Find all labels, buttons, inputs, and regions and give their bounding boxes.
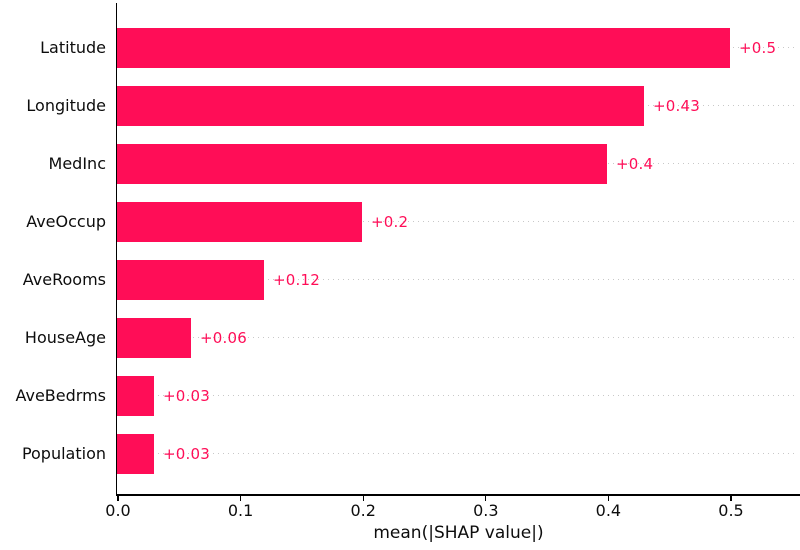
bar-row: +0.43 (117, 77, 800, 135)
y-tick-label: Population (21, 444, 106, 463)
bar (117, 259, 264, 300)
bar (117, 27, 730, 68)
bar-row: +0.2 (117, 193, 800, 251)
bar-value-label: +0.03 (163, 386, 210, 405)
bar (117, 85, 644, 126)
x-tick-label: 0.1 (227, 501, 254, 520)
bar (117, 317, 191, 358)
bar-value-label: +0.43 (653, 96, 700, 115)
x-tick-mark (607, 496, 610, 501)
x-tick-label: 0.0 (105, 501, 131, 520)
gridline (118, 278, 798, 280)
bar-value-label: +0.5 (739, 38, 777, 57)
bar-row: +0.06 (117, 309, 800, 367)
bar-row: +0.4 (117, 135, 800, 193)
gridline (118, 336, 798, 338)
y-axis-spine (115, 3, 118, 495)
gridline (118, 220, 798, 222)
bar-row: +0.12 (117, 251, 800, 309)
bar-value-label: +0.4 (616, 154, 654, 173)
bar-row: +0.03 (117, 367, 800, 425)
bar-value-label: +0.06 (200, 328, 247, 347)
bar (117, 201, 362, 242)
bar-value-label: +0.2 (371, 212, 409, 231)
x-tick-label: 0.2 (350, 501, 376, 520)
x-axis-title: mean(|SHAP value|) (373, 523, 544, 543)
bar (117, 375, 154, 416)
y-tick-label: AveBedrms (15, 386, 106, 405)
bar (117, 143, 607, 184)
bar-row: +0.03 (117, 425, 800, 483)
x-axis-spine (115, 494, 800, 496)
y-tick-label: MedInc (48, 154, 106, 173)
y-tick-label: AveRooms (22, 270, 106, 289)
x-tick-mark (117, 496, 119, 501)
bar (117, 433, 154, 474)
x-tick-label: 0.4 (595, 501, 622, 520)
y-tick-label: HouseAge (24, 328, 106, 347)
x-tick-mark (362, 496, 364, 501)
bar-row: +0.5 (117, 19, 800, 77)
y-tick-label: Latitude (40, 38, 106, 57)
bar-value-label: +0.12 (273, 270, 320, 289)
x-tick-mark (730, 496, 732, 501)
gridline (118, 452, 798, 454)
y-tick-label: AveOccup (26, 212, 106, 231)
bar-value-label: +0.03 (163, 444, 210, 463)
x-tick-mark (239, 496, 242, 501)
y-tick-label: Longitude (26, 96, 106, 115)
x-tick-mark (485, 496, 487, 501)
x-tick-label: 0.3 (473, 501, 499, 520)
x-tick-label: 0.5 (718, 501, 744, 520)
gridline (118, 394, 798, 396)
